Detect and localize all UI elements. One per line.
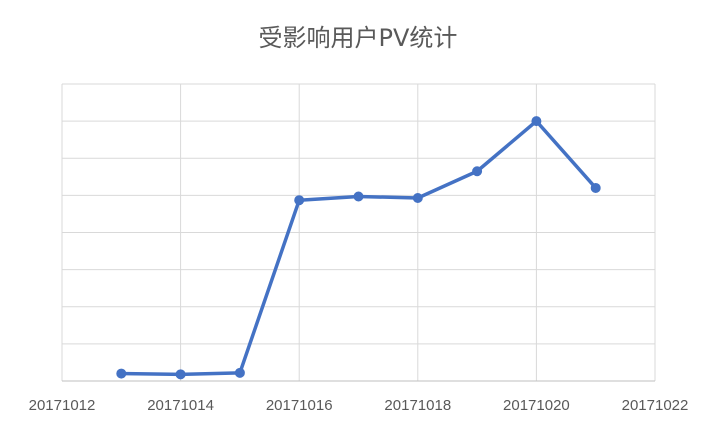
data-point [175, 369, 186, 380]
x-tick-label: 20171016 [266, 397, 333, 414]
data-point [234, 367, 245, 378]
data-point [412, 192, 423, 203]
series-line [119, 119, 598, 377]
x-tick-label: 20171020 [503, 397, 570, 414]
grid [61, 83, 656, 381]
x-tick-label: 20171012 [29, 397, 96, 414]
x-tick-label: 20171014 [147, 397, 214, 414]
x-tick-label: 20171018 [384, 397, 451, 414]
x-axis-tick-labels: 20171012 20171014 20171016 20171018 20171020… [29, 397, 689, 414]
chart-title: 受影响用户PV统计 [258, 24, 458, 52]
data-point [353, 191, 364, 202]
x-tick-label: 20171022 [622, 397, 689, 414]
data-point [472, 166, 483, 177]
data-point [531, 116, 542, 127]
data-point [116, 368, 127, 379]
data-point [294, 195, 305, 206]
data-point [590, 182, 601, 193]
series [116, 116, 601, 380]
